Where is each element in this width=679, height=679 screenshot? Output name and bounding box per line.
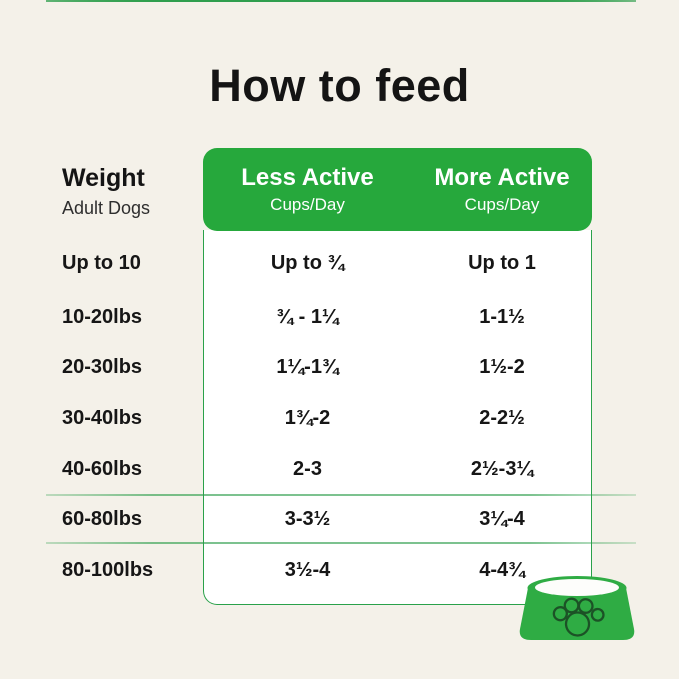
table-row: 30-40lbs 1¾-2 2-2½	[46, 393, 592, 443]
row-divider	[46, 542, 636, 544]
row-divider	[46, 494, 636, 496]
more-active-amount: 1-1½	[479, 305, 525, 328]
table-row: 80-100lbs 3½-4 4-4¾	[46, 545, 592, 595]
weight-range: 60-80lbs	[62, 507, 143, 530]
weight-range: 30-40lbs	[62, 406, 143, 429]
more-active-units: Cups/Day	[464, 194, 540, 214]
table-row: 40-60lbs 2-3 2½-3¼	[46, 444, 592, 494]
more-active-amount: 4-4¾	[479, 558, 525, 581]
more-active-amount: 2-2½	[479, 406, 525, 429]
activity-columns-header: Less Active Cups/Day More Active Cups/Da…	[203, 148, 592, 231]
less-active-units: Cups/Day	[270, 194, 345, 214]
less-active-amount: 3½-4	[284, 558, 331, 581]
weight-range: 20-30lbs	[62, 355, 143, 378]
table-row: 10-20lbs ¾ - 1¼ 1-1½	[46, 292, 592, 342]
more-active-amount: 3¼-4	[479, 507, 525, 530]
more-active-amount: 2½-3¼	[470, 457, 534, 480]
weight-column-header: Weight Adult Dogs	[62, 164, 151, 219]
less-active-label: Less Active	[241, 164, 374, 192]
table-row: 60-80lbs 3-3½ 3¼-4	[46, 494, 592, 544]
weight-column-title: Weight	[62, 164, 145, 192]
row-divider	[46, 0, 636, 2]
more-active-amount: Up to 1	[468, 251, 536, 274]
more-active-amount: 1½-2	[479, 355, 525, 378]
weight-range: 80-100lbs	[62, 558, 154, 581]
more-active-label: More Active	[434, 164, 570, 192]
page-title: How to feed	[209, 60, 470, 111]
weight-range: 40-60lbs	[62, 457, 143, 480]
more-active-column-header: More Active Cups/Day	[412, 164, 592, 215]
paw-print-icon	[552, 597, 605, 637]
less-active-amount: Up to ¾	[270, 251, 345, 274]
less-active-amount: 1¼-1¾	[276, 355, 339, 378]
weight-column-subtitle: Adult Dogs	[62, 197, 151, 218]
less-active-column-header: Less Active Cups/Day	[203, 164, 412, 215]
weight-range: 10-20lbs	[62, 305, 143, 328]
less-active-amount: 1¾-2	[284, 406, 331, 429]
dog-bowl-icon	[519, 576, 635, 640]
less-active-amount: 3-3½	[284, 507, 331, 530]
less-active-amount: 2-3	[293, 457, 322, 480]
table-row: 20-30lbs 1¼-1¾ 1½-2	[46, 342, 592, 392]
table-row: Up to 10 Up to ¾ Up to 1	[46, 238, 592, 288]
less-active-amount: ¾ - 1¼	[276, 305, 339, 328]
weight-range: Up to 10	[62, 251, 141, 274]
